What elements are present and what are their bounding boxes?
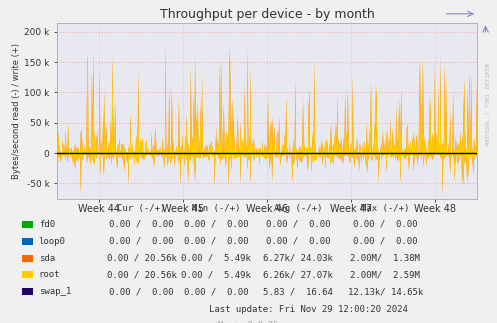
Text: 0.00 /  0.00: 0.00 / 0.00 [266,237,331,246]
Text: 0.00 /  5.49k: 0.00 / 5.49k [181,270,251,279]
Text: 0.00 /  0.00: 0.00 / 0.00 [109,287,174,296]
Text: RRDTOOL / TOBI OETIKER: RRDTOOL / TOBI OETIKER [486,62,491,145]
Text: fd0: fd0 [39,220,55,229]
Text: 12.13k/ 14.65k: 12.13k/ 14.65k [347,287,423,296]
Text: Cur (-/+): Cur (-/+) [117,204,166,213]
Text: loop0: loop0 [39,237,66,246]
Text: 0.00 /  0.00: 0.00 / 0.00 [184,287,248,296]
Text: 2.00M/  1.38M: 2.00M/ 1.38M [350,254,420,263]
Text: 0.00 / 20.56k: 0.00 / 20.56k [107,254,176,263]
Text: 6.26k/ 27.07k: 6.26k/ 27.07k [263,270,333,279]
Text: sda: sda [39,254,55,263]
Text: 0.00 /  0.00: 0.00 / 0.00 [353,237,417,246]
Text: 6.27k/ 24.03k: 6.27k/ 24.03k [263,254,333,263]
Text: 0.00 /  0.00: 0.00 / 0.00 [184,237,248,246]
Text: 0.00 /  0.00: 0.00 / 0.00 [266,220,331,229]
Y-axis label: Bytes/second read (-) / write (+): Bytes/second read (-) / write (+) [12,43,21,179]
Text: 0.00 /  0.00: 0.00 / 0.00 [109,220,174,229]
Title: Throughput per device - by month: Throughput per device - by month [160,8,375,21]
Text: Munin 2.0.75: Munin 2.0.75 [219,321,278,323]
Text: 0.00 /  0.00: 0.00 / 0.00 [353,220,417,229]
Text: 0.00 /  5.49k: 0.00 / 5.49k [181,254,251,263]
Text: 0.00 / 20.56k: 0.00 / 20.56k [107,270,176,279]
Text: 0.00 /  0.00: 0.00 / 0.00 [109,237,174,246]
Text: 5.83 /  16.64: 5.83 / 16.64 [263,287,333,296]
Text: Min (-/+): Min (-/+) [192,204,241,213]
Text: Avg (-/+): Avg (-/+) [274,204,323,213]
Text: 0.00 /  0.00: 0.00 / 0.00 [184,220,248,229]
Text: root: root [39,270,60,279]
Text: 2.00M/  2.59M: 2.00M/ 2.59M [350,270,420,279]
Text: swap_1: swap_1 [39,287,71,296]
Text: Last update: Fri Nov 29 12:00:20 2024: Last update: Fri Nov 29 12:00:20 2024 [209,306,408,315]
Text: Max (-/+): Max (-/+) [361,204,410,213]
